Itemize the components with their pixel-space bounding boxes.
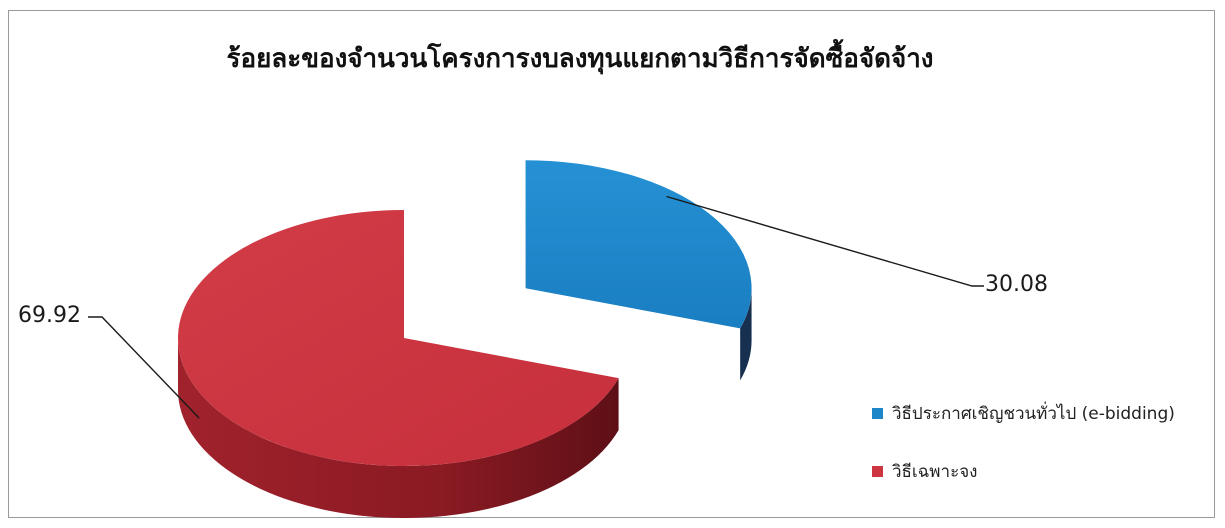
chart-title: ร้อยละของจำนวนโครงการงบลงทุนแยกตามวิธีกา… — [226, 44, 934, 74]
data-label-e-bidding: 30.08 — [985, 272, 1048, 297]
data-label-specific: 69.92 — [18, 303, 81, 328]
legend-swatch-specific — [872, 465, 883, 477]
legend-label-e-bidding: วิธีประกาศเชิญชวนทั่วไป (e-bidding) — [892, 403, 1175, 424]
pie-slice-e-bidding — [525, 160, 752, 381]
legend-label-specific: วิธีเฉพาะจง — [892, 461, 978, 482]
legend-swatch-e-bidding — [872, 407, 883, 419]
pie-slice-specific — [178, 210, 619, 519]
leader-line-specific — [88, 316, 200, 419]
pie-side-e-bidding — [740, 288, 752, 381]
legend-item-e-bidding: วิธีประกาศเชิญชวนทั่วไป (e-bidding) — [872, 398, 1175, 428]
legend: วิธีประกาศเชิญชวนทั่วไป (e-bidding) วิธี… — [872, 398, 1175, 514]
pie-side-specific — [178, 338, 619, 519]
leader-line-e-bidding — [666, 195, 984, 287]
legend-item-specific: วิธีเฉพาะจง — [872, 456, 1175, 486]
pie-top-e-bidding — [525, 160, 752, 329]
pie-top-specific — [178, 210, 619, 466]
